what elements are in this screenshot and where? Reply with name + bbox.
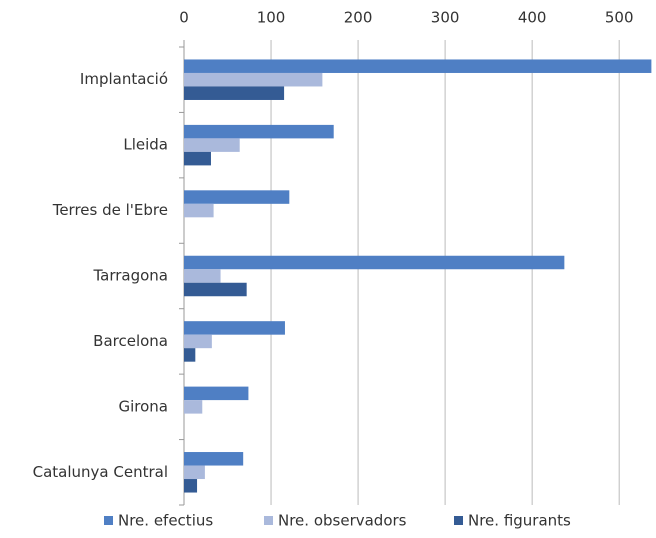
y-tick-label: Implantació: [80, 70, 168, 88]
legend-label: Nre. efectius: [118, 512, 213, 530]
bar: [184, 151, 211, 166]
bar: [184, 334, 212, 349]
y-tick-label: Catalunya Central: [33, 463, 168, 481]
bar: [184, 321, 285, 335]
bar: [184, 282, 247, 297]
legend-swatch: [454, 516, 463, 525]
y-tick-label: Tarragona: [92, 267, 168, 285]
y-tick-label: Girona: [118, 397, 168, 415]
bar: [184, 59, 652, 73]
bar: [184, 138, 240, 152]
x-tick-label: 500: [605, 9, 634, 27]
bar: [184, 479, 198, 493]
bar: [184, 124, 334, 139]
bar: [184, 465, 205, 480]
y-tick-label: Lleida: [123, 136, 168, 154]
x-tick-label: 200: [344, 9, 373, 27]
bar: [184, 400, 203, 414]
legend-label: Nre. observadors: [278, 512, 407, 530]
bar: [184, 452, 244, 466]
bar: [184, 269, 221, 283]
x-tick-label: 300: [431, 9, 460, 27]
bar: [184, 72, 323, 87]
x-tick-label: 400: [518, 9, 547, 27]
legend-swatch: [104, 516, 113, 525]
bar: [184, 190, 290, 204]
y-tick-label: Barcelona: [93, 332, 168, 350]
bar: [184, 386, 249, 401]
legend-swatch: [264, 516, 273, 525]
bar: [184, 348, 196, 362]
bar: [184, 203, 214, 218]
bar: [184, 255, 565, 270]
x-tick-label: 0: [179, 9, 189, 27]
x-tick-label: 100: [257, 9, 286, 27]
y-tick-label: Terres de l'Ebre: [52, 201, 168, 219]
bar: [184, 86, 285, 100]
legend-label: Nre. figurants: [468, 512, 571, 530]
